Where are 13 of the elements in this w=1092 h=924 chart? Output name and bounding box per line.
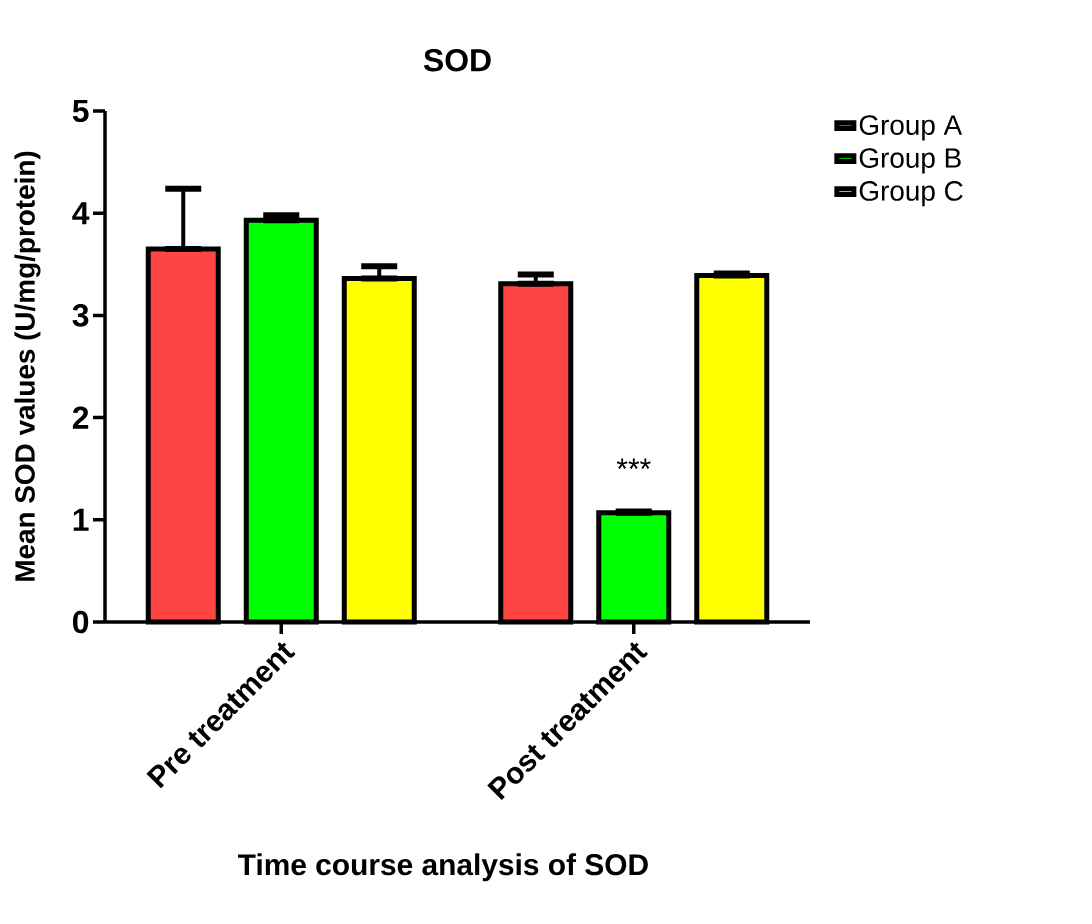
y-axis-title: Mean SOD values (U/mg/protein) bbox=[14, 151, 41, 581]
legend-label: Group C bbox=[859, 181, 963, 207]
legend-label: Group A bbox=[859, 115, 963, 141]
x-axis-title: Time course analysis of SOD bbox=[238, 853, 648, 882]
y-tick-label: 2 bbox=[72, 406, 89, 429]
legend-label: Group B bbox=[859, 148, 961, 174]
annotation: *** bbox=[616, 458, 651, 469]
y-tick-label: 5 bbox=[72, 99, 89, 123]
y-tick-label: 4 bbox=[72, 202, 90, 225]
y-tick-label: 0 bbox=[73, 610, 89, 634]
chart-title: SOD bbox=[423, 48, 491, 72]
y-tick-label: 3 bbox=[72, 304, 89, 327]
y-tick-label: 1 bbox=[73, 508, 89, 531]
